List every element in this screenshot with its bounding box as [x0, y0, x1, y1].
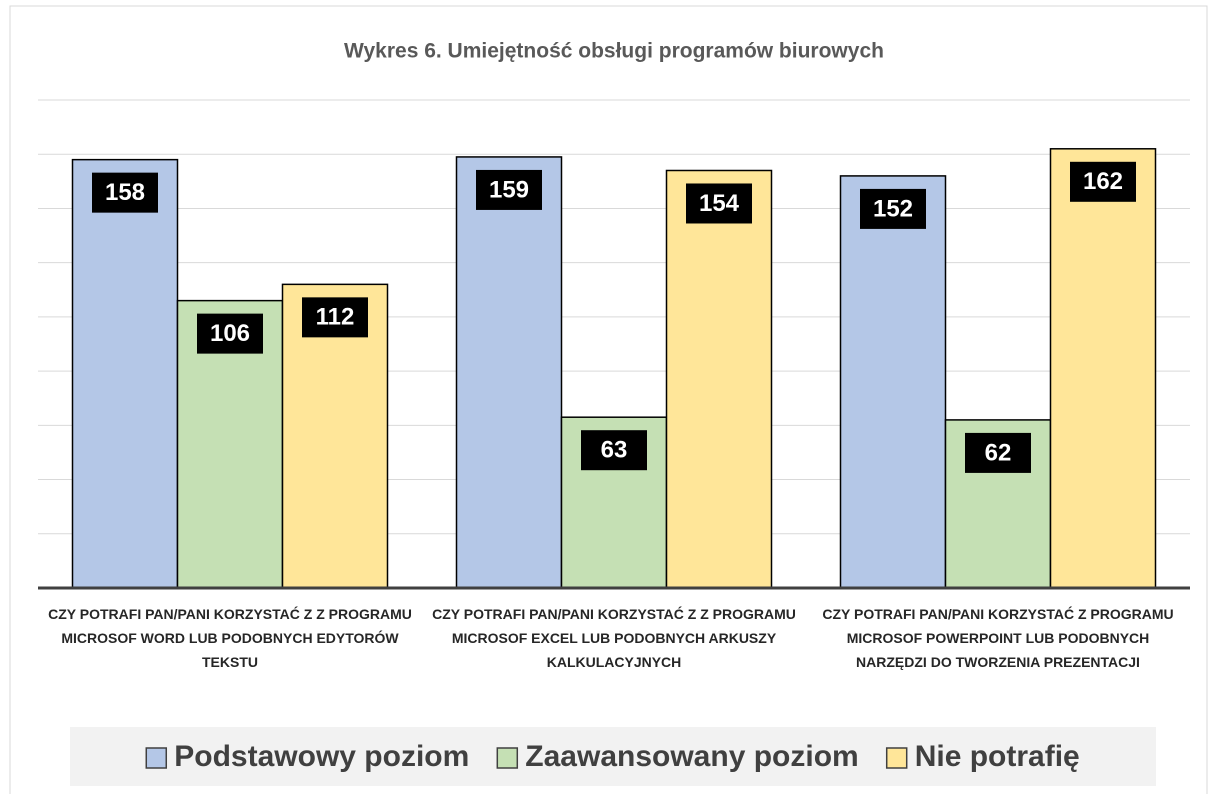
legend-swatch	[145, 747, 168, 769]
bar	[71, 158, 179, 589]
data-label-bg	[92, 172, 158, 213]
data-label: 63	[601, 437, 628, 464]
legend-label: Podstawowy poziom	[174, 740, 469, 773]
bar	[665, 169, 773, 589]
legend-swatch	[885, 747, 908, 769]
data-label-bg	[965, 432, 1031, 473]
x-tick-label: CZY POTRAFI PAN/PANI KORZYSTAĆ Z Z PROGR…	[48, 606, 412, 670]
chart-title: Wykres 6. Umiejętność obsługi programów …	[344, 40, 884, 63]
x-tick-label: CZY POTRAFI PAN/PANI KORZYSTAĆ Z PROGRAM…	[822, 606, 1174, 670]
data-label: 162	[1083, 168, 1123, 195]
data-label: 159	[489, 176, 529, 203]
data-label: 154	[699, 190, 740, 217]
data-label: 152	[873, 195, 913, 222]
data-label-bg	[860, 188, 926, 229]
legend-bg	[70, 727, 1156, 786]
data-label-bg	[1070, 161, 1136, 202]
data-label-bg	[581, 430, 647, 471]
bar	[455, 156, 563, 589]
data-label-bg	[302, 297, 368, 338]
bar	[839, 175, 947, 589]
data-label: 62	[985, 439, 1012, 466]
legend-label: Nie potrafię	[915, 740, 1080, 773]
legend-label: Zaawansowany poziom	[525, 740, 858, 773]
x-tick-label: CZY POTRAFI PAN/PANI KORZYSTAĆ Z Z PROGR…	[432, 606, 796, 670]
legend-swatch	[496, 747, 519, 769]
data-label-bg	[476, 169, 542, 210]
data-label: 106	[210, 320, 250, 347]
data-label: 112	[316, 304, 355, 331]
bar	[1049, 148, 1157, 589]
data-label-bg	[197, 313, 263, 354]
data-label-bg	[686, 183, 752, 224]
data-label: 158	[105, 179, 145, 206]
